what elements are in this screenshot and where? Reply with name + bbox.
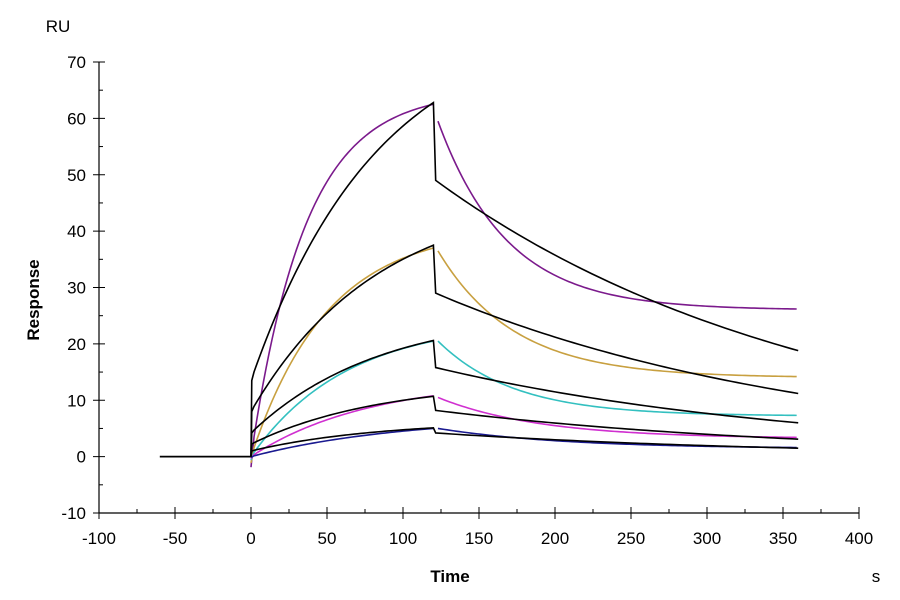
measured-3-dissociation (437, 340, 797, 417)
x-tick-label: 150 (465, 529, 493, 548)
measured-1-dissociation (437, 120, 797, 310)
fit-4-line (250, 395, 799, 457)
fit-2-line (250, 244, 799, 457)
x-tick-label: 200 (541, 529, 569, 548)
fit-5-line (250, 427, 799, 457)
axes-layer (98, 62, 859, 514)
series-layer (159, 101, 799, 468)
x-unit-label: s (872, 567, 881, 586)
x-tick-label: -100 (82, 529, 116, 548)
y-tick-label: 70 (67, 53, 86, 72)
measured-1-association (250, 103, 434, 468)
y-tick-label: 40 (67, 222, 86, 241)
y-tick-label: 20 (67, 335, 86, 354)
y-tick-label: 0 (77, 448, 86, 467)
measured-2-association (250, 247, 434, 464)
x-tick-label: 0 (246, 529, 255, 548)
y-tick-label: 50 (67, 166, 86, 185)
measured-5-association (250, 427, 434, 459)
ticks-layer: -100 -50 0 50 100 150 200 250 300 350 400-10010203… (61, 53, 873, 548)
y-axis-title: Response (24, 259, 43, 340)
y-tick-label: 30 (67, 279, 86, 298)
y-tick-label: 60 (67, 109, 86, 128)
measured-2-dissociation (437, 250, 797, 378)
x-tick-label: 300 (693, 529, 721, 548)
y-unit-label: RU (46, 17, 71, 36)
x-axis-title: Time (430, 567, 469, 586)
x-tick-label: 350 (769, 529, 797, 548)
y-tick-label: -10 (61, 504, 86, 523)
x-tick-label: 100 (389, 529, 417, 548)
y-tick-label: 10 (67, 391, 86, 410)
x-tick-label: -50 (163, 529, 188, 548)
measured-4-association (250, 394, 434, 459)
fit-1-line (250, 101, 799, 457)
x-tick-label: 250 (617, 529, 645, 548)
x-tick-label: 50 (318, 529, 337, 548)
x-tick-label: 400 (845, 529, 873, 548)
fit-3-line (250, 339, 799, 457)
